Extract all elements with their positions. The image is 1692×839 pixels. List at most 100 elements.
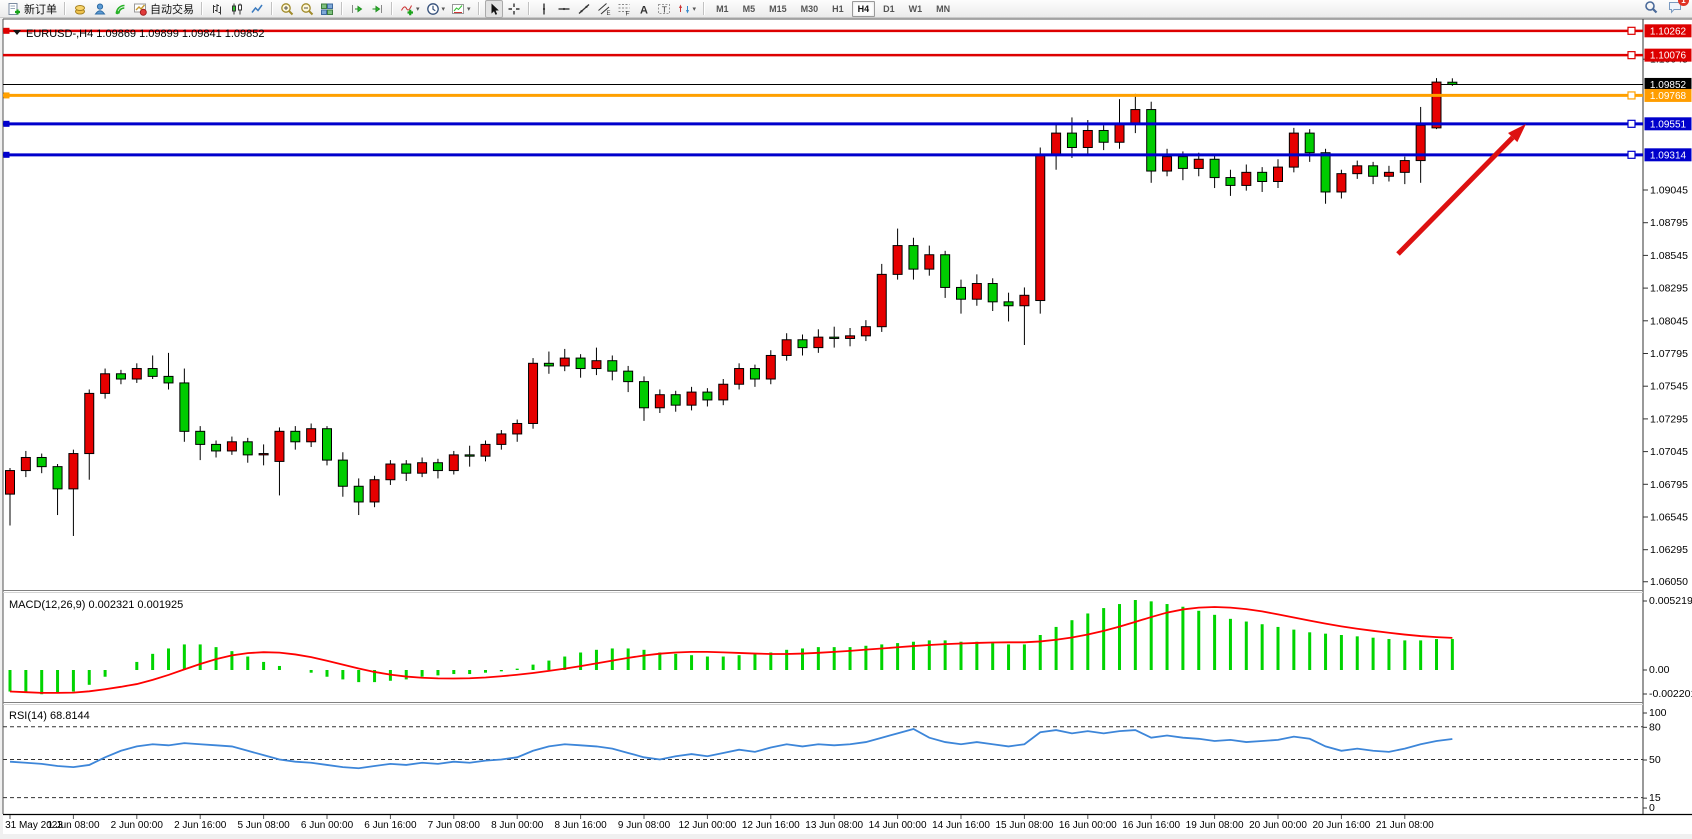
toolbar-search-button[interactable] — [1644, 0, 1658, 17]
toolbar-right: 1 — [1644, 0, 1689, 17]
timeframe-h1[interactable]: H1 — [832, 3, 844, 14]
line-handle-left-1.09551[interactable] — [3, 120, 10, 127]
toolbar-vertical-line-button[interactable] — [535, 1, 553, 17]
indicators-dropdown-caret[interactable]: ▾ — [416, 5, 420, 13]
line-handle-right-1.09314[interactable] — [1627, 150, 1636, 159]
svg-text:1.07045: 1.07045 — [1650, 446, 1688, 458]
autotrade-icon — [133, 2, 147, 16]
new-order-icon — [7, 2, 21, 16]
timeframe-h4[interactable]: H4 — [851, 0, 876, 17]
toolbar-zoom-out-button[interactable] — [298, 1, 316, 17]
svg-text:0: 0 — [1649, 802, 1655, 814]
svg-text:1 Jun 08:00: 1 Jun 08:00 — [47, 820, 100, 831]
toolbar-indicators-button[interactable]: ▾ — [398, 1, 422, 17]
svg-text:7 Jun 08:00: 7 Jun 08:00 — [428, 820, 481, 831]
svg-text:14 Jun 16:00: 14 Jun 16:00 — [932, 820, 990, 831]
fibonacci-icon: F — [617, 2, 631, 16]
timeframe-mn[interactable]: MN — [936, 3, 951, 14]
svg-text:16 Jun 16:00: 16 Jun 16:00 — [1122, 820, 1180, 831]
chart-area[interactable]: 1.100451.090451.087951.085451.082951.080… — [0, 18, 1692, 839]
auto-scroll-icon — [350, 2, 364, 16]
svg-text:6 Jun 16:00: 6 Jun 16:00 — [364, 820, 417, 831]
svg-text:1.06545: 1.06545 — [1650, 512, 1688, 524]
svg-text:12 Jun 00:00: 12 Jun 00:00 — [678, 820, 736, 831]
symbol-dropdown-marker[interactable] — [13, 30, 21, 35]
toolbar-chat-button[interactable]: 1 — [1668, 0, 1689, 17]
text-label-icon: T — [657, 2, 671, 16]
toolbar-separator — [477, 2, 480, 15]
svg-text:20 Jun 00:00: 20 Jun 00:00 — [1249, 820, 1307, 831]
line-handle-right-1.09768[interactable] — [1627, 91, 1636, 100]
toolbar-chart-shift-button[interactable] — [368, 1, 386, 17]
timeframe-m1[interactable]: M1 — [716, 3, 729, 14]
timeframe-d1[interactable]: D1 — [883, 3, 895, 14]
toolbar-templates-button[interactable]: ▾ — [449, 1, 473, 17]
toolbar-community-button[interactable] — [91, 1, 109, 17]
toolbar-trend-line-button[interactable] — [575, 1, 593, 17]
svg-text:15: 15 — [1649, 792, 1661, 804]
toolbar-zoom-in-button[interactable] — [278, 1, 296, 17]
community-icon — [93, 2, 107, 16]
toolbar-separator — [64, 2, 66, 15]
toolbar-text-button[interactable]: A — [635, 1, 653, 17]
timeframe-m5[interactable]: M5 — [742, 3, 756, 14]
svg-text:1.10262: 1.10262 — [1650, 26, 1687, 37]
svg-text:6 Jun 00:00: 6 Jun 00:00 — [301, 820, 354, 831]
templates-dropdown-caret[interactable]: ▾ — [467, 5, 471, 13]
toolbar: 新订单 自动交易 ▾ ▾ ▾ E F A T ▾ M1 M5 M15 M30 H1 H4 D1 W1 MN 1 — [0, 0, 1692, 18]
toolbar-market-button[interactable] — [71, 1, 89, 17]
toolbar-autotrade-button[interactable]: 自动交易 — [131, 1, 196, 17]
svg-text:1.08545: 1.08545 — [1650, 250, 1688, 262]
toolbar-fibonacci-button[interactable]: F — [615, 1, 633, 17]
arrow-annotation[interactable] — [1396, 124, 1526, 256]
svg-text:2 Jun 00:00: 2 Jun 00:00 — [111, 820, 164, 831]
toolbar-crosshair-button[interactable] — [505, 1, 523, 17]
rsi-panel — [3, 726, 1643, 799]
toolbar-new-order-button[interactable]: 新订单 — [5, 1, 59, 17]
new-order-label: 新订单 — [24, 3, 57, 16]
line-handle-right-1.10076[interactable] — [1627, 51, 1636, 60]
horizontal-line-icon — [557, 2, 571, 16]
zoom-out-icon — [300, 2, 314, 16]
svg-text:1.08795: 1.08795 — [1650, 217, 1688, 229]
timeframe-m15[interactable]: M15 — [769, 3, 787, 14]
macd-panel — [8, 600, 1454, 695]
svg-text:12 Jun 16:00: 12 Jun 16:00 — [742, 820, 800, 831]
line-handle-left-1.09768[interactable] — [3, 92, 10, 99]
svg-text:E: E — [606, 11, 610, 16]
periods-dropdown-caret[interactable]: ▾ — [441, 5, 446, 13]
toolbar-cursor-button[interactable] — [484, 0, 503, 18]
svg-text:1.09768: 1.09768 — [1650, 91, 1687, 102]
toolbar-tile-windows-button[interactable] — [318, 1, 336, 17]
svg-text:1.07295: 1.07295 — [1650, 413, 1688, 425]
svg-text:1.08295: 1.08295 — [1650, 283, 1688, 295]
toolbar-candle-chart-button[interactable] — [228, 1, 246, 17]
bar-chart-icon — [210, 2, 224, 16]
svg-text:1.09852: 1.09852 — [1650, 80, 1687, 91]
toolbar-auto-scroll-button[interactable] — [348, 1, 366, 17]
periods-icon — [426, 2, 440, 16]
toolbar-signals-button[interactable] — [111, 1, 129, 17]
line-handle-left-1.09314[interactable] — [3, 151, 10, 158]
market-icon — [73, 2, 87, 16]
autotrade-label: 自动交易 — [150, 3, 194, 16]
toolbar-text-label-button[interactable]: T — [655, 1, 673, 17]
line-handle-right-1.09551[interactable] — [1627, 119, 1636, 128]
toolbar-arrows-button[interactable]: ▾ — [675, 1, 699, 17]
toolbar-line-chart-button[interactable] — [248, 1, 266, 17]
toolbar-equidistant-channel-button[interactable]: E — [595, 1, 613, 17]
timeframe-m30[interactable]: M30 — [800, 3, 819, 14]
line-chart-icon — [250, 2, 264, 16]
svg-text:50: 50 — [1649, 754, 1661, 766]
arrows-dropdown-caret[interactable]: ▾ — [692, 5, 697, 13]
line-handle-right-1.10262[interactable] — [1627, 26, 1636, 35]
toolbar-bar-chart-button[interactable] — [208, 1, 226, 17]
timeframe-w1[interactable]: W1 — [908, 3, 923, 14]
toolbar-horizontal-line-button[interactable] — [555, 1, 573, 17]
svg-text:8 Jun 16:00: 8 Jun 16:00 — [554, 820, 607, 831]
toolbar-periods-button[interactable]: ▾ — [424, 1, 448, 17]
toolbar-separator — [527, 2, 530, 15]
drawn-objects-layer[interactable] — [3, 26, 1643, 159]
line-handle-left-1.10262[interactable] — [3, 27, 10, 34]
svg-text:1.06795: 1.06795 — [1650, 479, 1688, 491]
